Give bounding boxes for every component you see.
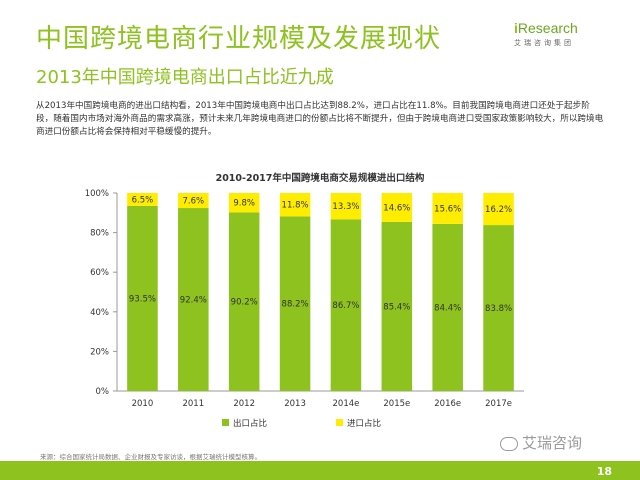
bar-import: [178, 193, 209, 209]
data-label-export: 93.5%: [129, 294, 156, 304]
page-subtitle: 2013年中国跨境电商出口占比近九成: [36, 67, 334, 88]
y-tick-label: 40%: [90, 308, 109, 318]
bar-import: [330, 193, 362, 220]
data-label-import: 7.6%: [183, 197, 205, 207]
data-label-export: 88.2%: [282, 300, 309, 310]
bar-import: [381, 193, 413, 222]
logo-tagline: 艾瑞咨询集团: [514, 39, 574, 47]
page-title: 中国跨境电商行业规模及发展现状: [36, 24, 442, 54]
x-tick-label: 2016e: [434, 399, 461, 409]
x-tick-label: 2015e: [383, 399, 410, 409]
bar-export: [483, 225, 514, 391]
bar-export: [330, 219, 362, 391]
data-label-export: 92.4%: [180, 296, 207, 306]
y-tick-label: 100%: [85, 189, 109, 199]
x-tick-label: 2017e: [485, 399, 512, 409]
x-tick-label: 2014e: [333, 399, 360, 409]
bar-import: [279, 193, 311, 217]
bar-import: [483, 193, 514, 226]
bar-export: [279, 216, 311, 391]
watermark: 艾瑞咨询: [500, 432, 582, 453]
x-tick-label: 2010: [132, 399, 154, 409]
legend-swatch: [222, 419, 229, 426]
data-label-import: 15.6%: [434, 204, 461, 214]
chart-title: 2010-2017年中国跨境电商交易规模进出口结构: [215, 173, 425, 184]
legend-label: 进口占比: [347, 418, 381, 429]
stacked-bar-chart: 0% 20% 40% 60% 80% 100% 93.5% 6.5% 2010 92.4% 7.6%…: [85, 189, 524, 429]
data-label-export: 86.7%: [332, 301, 359, 311]
bar-export: [127, 205, 158, 391]
source-note: 来源：综合国家统计局数据、企业财报及专家访谈，根据艾瑞统计模型核算。: [40, 453, 261, 461]
data-label-import: 16.2%: [485, 205, 512, 215]
bar-import: [432, 193, 463, 224]
wechat-icon: [500, 436, 518, 451]
bar-export: [228, 212, 260, 391]
y-tick-label: 60%: [90, 268, 109, 278]
page-number: 18: [596, 465, 612, 478]
legend-swatch: [336, 419, 343, 426]
watermark-text: 艾瑞咨询: [522, 434, 583, 452]
data-label-import: 9.8%: [233, 199, 255, 209]
data-label-export: 84.4%: [434, 303, 461, 313]
data-label-import: 11.8%: [282, 201, 309, 211]
y-tick-label: 80%: [90, 229, 109, 239]
y-tick-label: 20%: [90, 347, 109, 357]
bar-import: [127, 193, 158, 206]
data-label-export: 85.4%: [383, 302, 410, 312]
data-label-export: 90.2%: [231, 298, 258, 308]
data-label-export: 83.8%: [485, 304, 512, 314]
logo-brand-i: i: [514, 20, 518, 36]
x-tick-label: 2012: [233, 399, 255, 409]
data-label-import: 13.3%: [332, 202, 359, 212]
x-tick-label: 2013: [284, 399, 306, 409]
body-paragraph: 从2013年中国跨境电商的进出口结构看，2013年中国跨境电商中出口占比达到88…: [36, 101, 604, 137]
data-label-import: 6.5%: [132, 195, 154, 205]
data-label-import: 14.6%: [383, 203, 410, 213]
y-tick-label: 0%: [96, 387, 110, 397]
x-tick-label: 2011: [182, 399, 204, 409]
footer-bar: [0, 461, 640, 480]
bar-export: [381, 221, 413, 391]
bar-export: [178, 208, 209, 391]
iresearch-logo: iResearch 艾瑞咨询集团: [514, 20, 606, 60]
bar-export: [432, 223, 463, 391]
legend-label: 出口占比: [233, 418, 267, 429]
bar-import: [228, 193, 260, 213]
logo-brand-text: Research: [517, 20, 578, 36]
